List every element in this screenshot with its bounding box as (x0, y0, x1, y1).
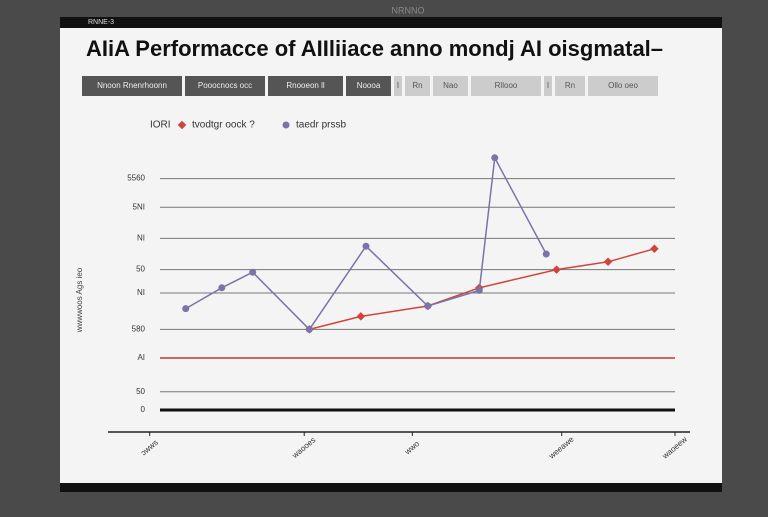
data-point (491, 154, 499, 162)
data-point (356, 312, 366, 321)
toolbar-label: Nao (443, 81, 458, 90)
toolbar-label: Rllooo (495, 81, 518, 90)
y-tick-label: AI (137, 353, 145, 362)
data-point (424, 302, 432, 310)
toolbar-button (82, 76, 182, 96)
toolbar-button (405, 76, 430, 96)
y-tick-label: NI (137, 234, 145, 243)
toolbar-button (346, 76, 391, 96)
data-point (305, 325, 313, 333)
toolbar-button (588, 76, 658, 96)
toolbar-label: I (397, 81, 399, 90)
top-bar (60, 17, 722, 28)
data-point (249, 268, 257, 276)
legend-marker (177, 120, 187, 130)
toolbar-button (394, 76, 402, 96)
legend-marker (282, 121, 290, 129)
data-point (362, 242, 370, 250)
data-point (542, 250, 550, 258)
data-point (603, 257, 613, 267)
chart-title: AIiA Performacce of AIIliiace anno mondj… (86, 36, 663, 61)
toolbar-label: Rnooeon ll (286, 81, 324, 90)
y-tick-label: 580 (132, 325, 146, 334)
data-point (552, 265, 561, 274)
bottom-bar (60, 483, 722, 492)
legend-title: IORI (150, 120, 171, 131)
y-tick-label: 5NI (133, 202, 145, 211)
toolbar-button (555, 76, 585, 96)
toolbar-label: Ollo oeo (608, 81, 638, 90)
data-point (182, 305, 190, 313)
toolbar-button (185, 76, 265, 96)
toolbar-button (544, 76, 552, 96)
data-point (218, 284, 226, 292)
toolbar-label: Rn (565, 81, 575, 90)
legend-label: tvodtgr oock ? (192, 120, 255, 131)
legend-label: taedr prssb (296, 120, 346, 131)
window-tag: RNNE-3 (88, 19, 114, 26)
y-tick-label: 5560 (127, 174, 145, 183)
window-caption: NRNNO (392, 5, 425, 15)
toolbar-button (268, 76, 343, 96)
y-tick-label: NI (137, 288, 145, 297)
y-tick-label: 50 (136, 265, 145, 274)
toolbar-button (471, 76, 541, 96)
y-tick-label: 0 (141, 405, 146, 414)
toolbar-label: Nnoon Rnenrhoonn (97, 81, 167, 90)
toolbar-label: l (547, 81, 549, 90)
toolbar-label: Pooocnocs occ (198, 81, 252, 90)
toolbar-button (433, 76, 468, 96)
toolbar-label: Rn (412, 81, 422, 90)
y-tick-label: 50 (136, 387, 145, 396)
panel (60, 17, 722, 492)
data-point (475, 286, 483, 294)
toolbar-label: Noooa (357, 81, 381, 90)
y-axis-label: wwwwoos Ags ieo (75, 267, 84, 333)
